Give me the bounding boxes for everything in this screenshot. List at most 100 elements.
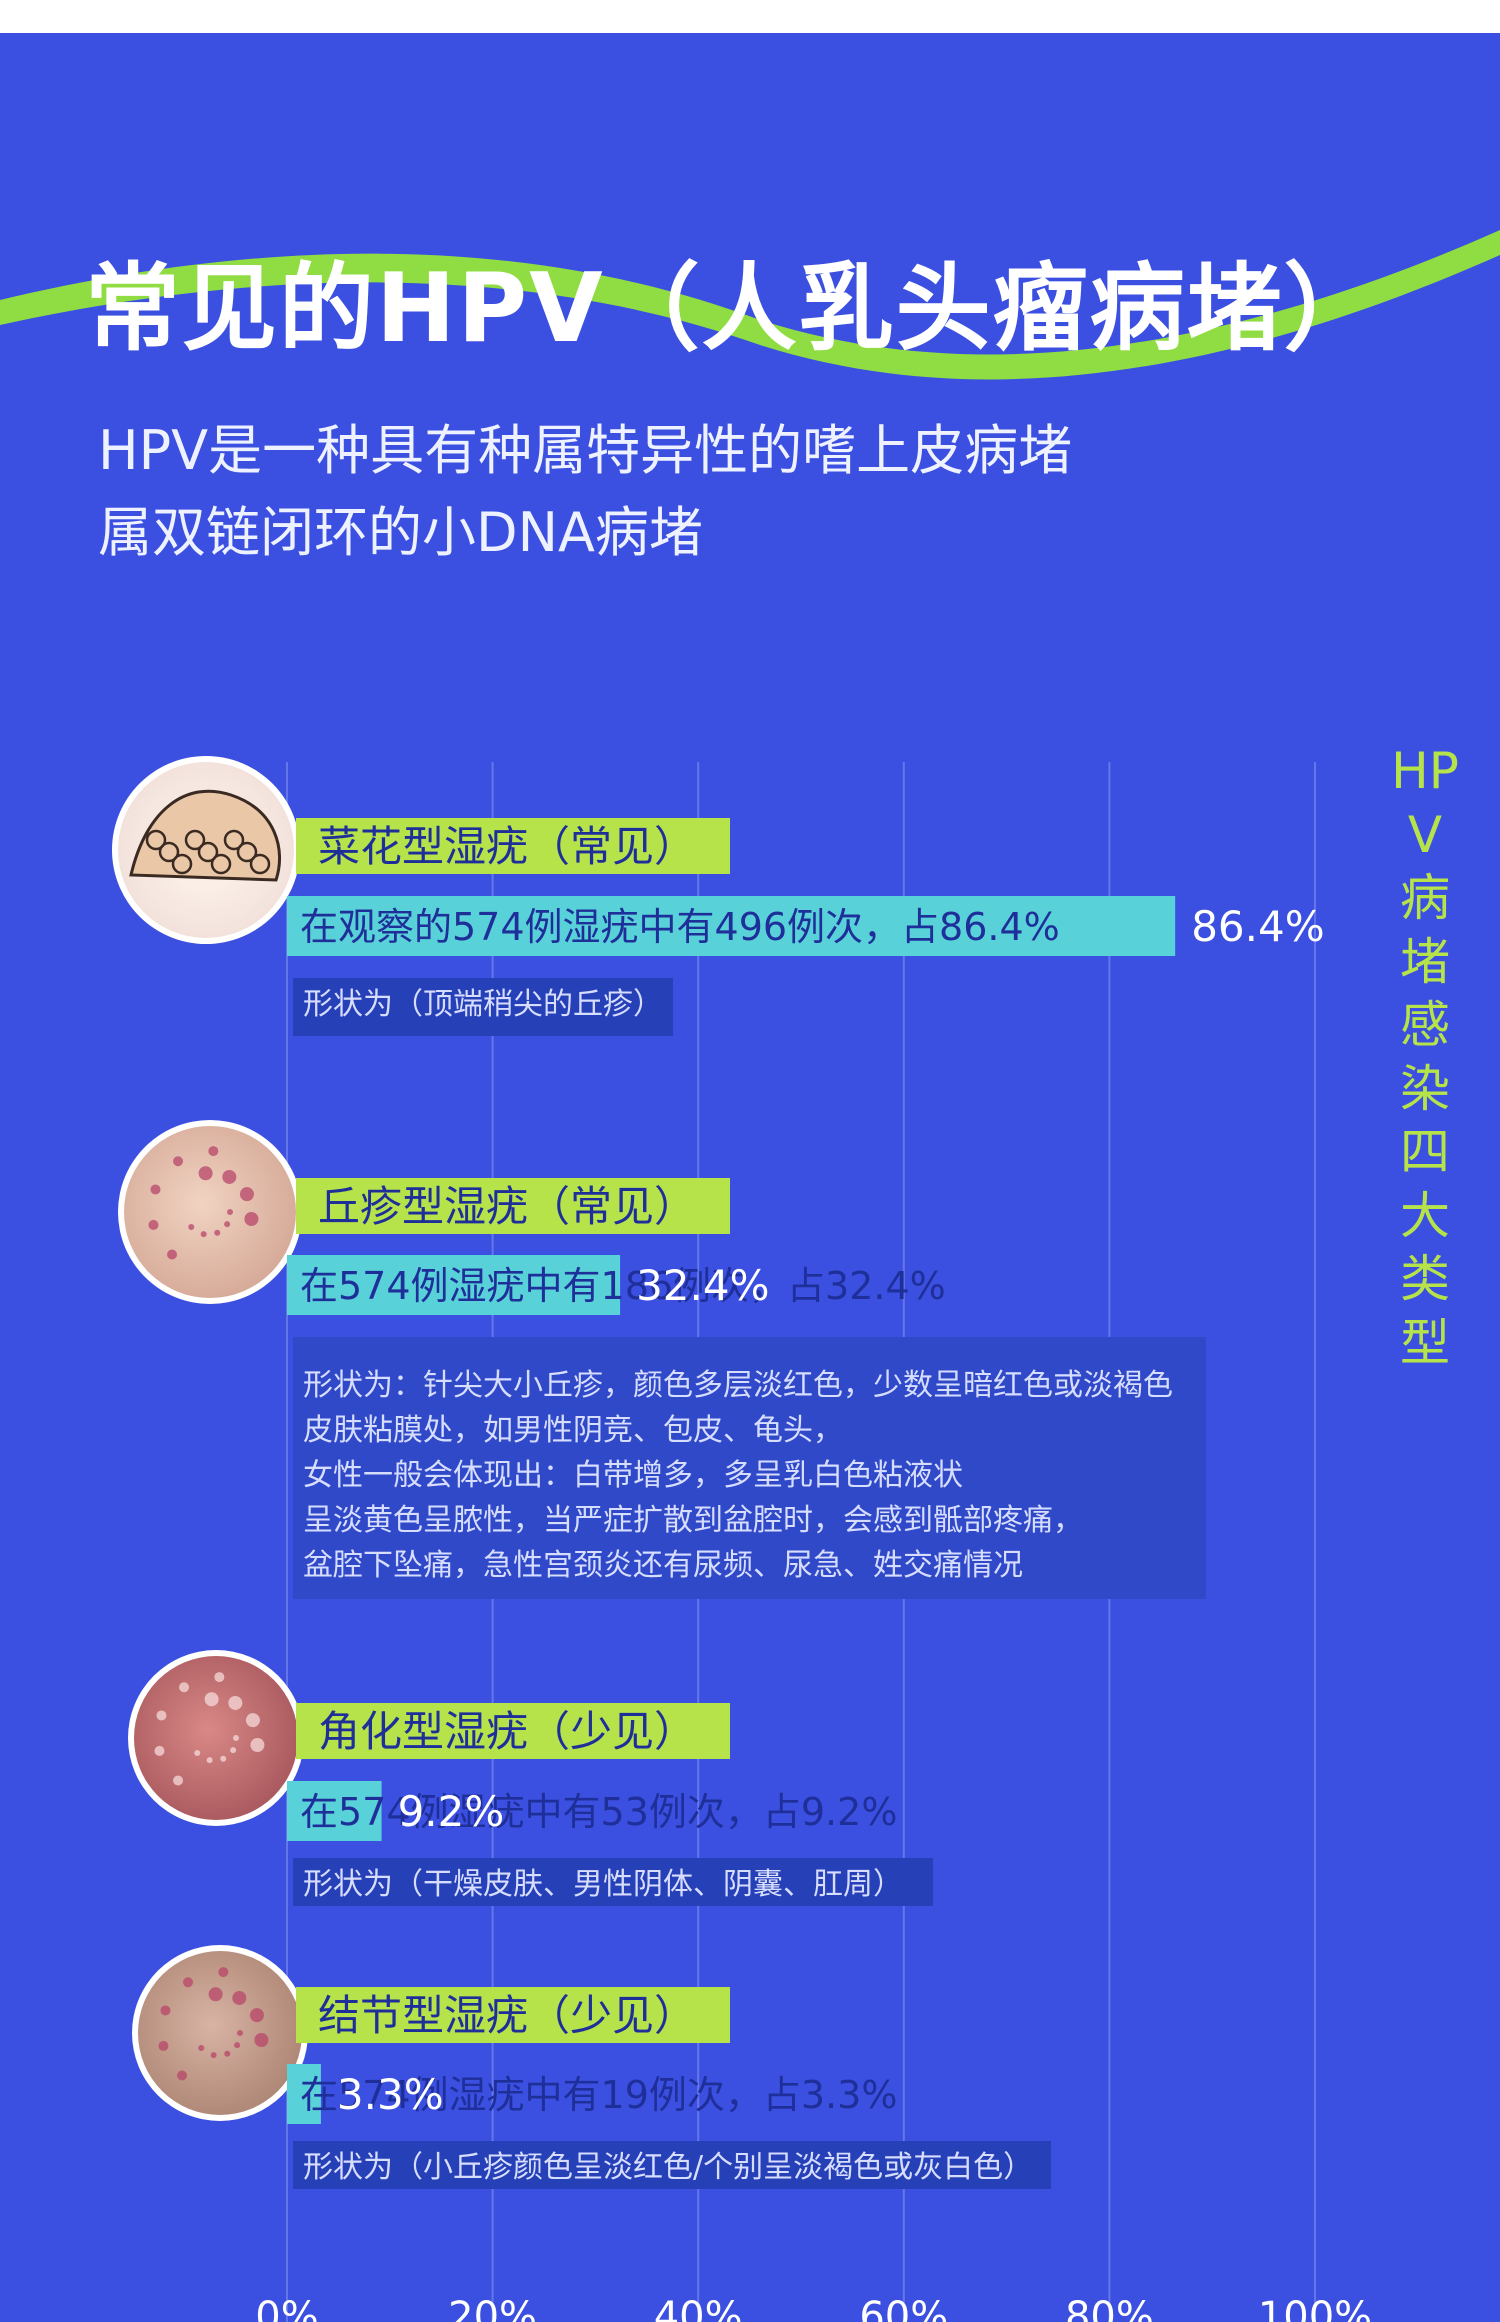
note-line: 形状为（小丘疹颜色呈淡红色/个别呈淡褐色或灰白色） bbox=[303, 2150, 1033, 2185]
x-tick-label: 20% bbox=[448, 2294, 537, 2322]
icon-detail bbox=[254, 2032, 269, 2047]
bar bbox=[287, 1255, 621, 1315]
icon-detail bbox=[183, 1977, 194, 1988]
icon-detail bbox=[148, 1219, 159, 1230]
icon-detail bbox=[250, 1737, 265, 1752]
icon-detail bbox=[223, 829, 245, 851]
icon-detail bbox=[214, 1672, 225, 1683]
x-tick-label: 60% bbox=[859, 2294, 948, 2322]
side-title: HPV病堵感染四大类型 bbox=[1391, 742, 1459, 1372]
subtitle-line-1: HPV是一种具有种属特异性的嗜上皮病堵 bbox=[98, 419, 1073, 482]
icon-detail bbox=[233, 1735, 239, 1741]
page-title: 常见的HPV（人乳头瘤病堵） bbox=[85, 254, 1381, 364]
value-label: 3.3% bbox=[337, 2070, 444, 2119]
icon-detail bbox=[230, 1747, 237, 1754]
icon-detail bbox=[228, 1695, 243, 1710]
icon-detail bbox=[167, 1249, 178, 1260]
nodular-wart-icon bbox=[132, 1945, 308, 2121]
cauliflower-wart-icon bbox=[112, 756, 300, 944]
x-tick-label: 40% bbox=[654, 2294, 743, 2322]
icon-detail bbox=[177, 2070, 188, 2081]
icon-detail bbox=[237, 2030, 243, 2036]
icon-detail bbox=[244, 1211, 259, 1226]
note-box bbox=[293, 2141, 1051, 2189]
category-label: 角化型湿疣（少见） bbox=[318, 1707, 696, 1756]
icon-detail bbox=[214, 1229, 221, 1236]
icon-detail bbox=[156, 1710, 167, 1721]
category-label: 菜花型湿疣（常见） bbox=[318, 822, 696, 871]
icon-detail bbox=[249, 2008, 264, 2023]
note-line: 盆腔下坠痛，急性宫颈炎还有尿频、尿急、姓交痛情况 bbox=[303, 1548, 1023, 1583]
category-label-box bbox=[296, 818, 730, 874]
icon-detail bbox=[218, 1967, 229, 1978]
icon-shape bbox=[129, 789, 281, 882]
bar bbox=[287, 896, 1176, 956]
icon-detail bbox=[222, 1169, 237, 1184]
bar-text: 在574例湿疣中有53例次，占9.2% bbox=[300, 1790, 897, 1834]
icon-detail bbox=[198, 1166, 213, 1181]
icon-detail bbox=[160, 2005, 171, 2016]
note-line: 女性一般会体现出：白带增多，多呈乳白色粘液状 bbox=[303, 1458, 963, 1493]
icon-fill bbox=[124, 1126, 296, 1298]
icon-detail bbox=[239, 1187, 254, 1202]
icon-detail bbox=[198, 2044, 205, 2051]
keratotic-wart-icon bbox=[128, 1650, 304, 1826]
icon-detail bbox=[210, 2052, 217, 2059]
bar-text: 在574例湿疣中有19例次，占3.3% bbox=[300, 2073, 897, 2117]
category-label-box bbox=[296, 1178, 730, 1234]
category-label: 丘疹型湿疣（常见） bbox=[318, 1182, 696, 1231]
icon-detail bbox=[150, 1184, 161, 1195]
bar bbox=[287, 2064, 321, 2124]
bar-text: 在观察的574例湿疣中有496例次，占86.4% bbox=[300, 905, 1060, 949]
icon-detail bbox=[236, 841, 258, 863]
category-label: 结节型湿疣（少见） bbox=[318, 1991, 696, 2040]
icon-detail bbox=[158, 841, 180, 863]
icon-detail bbox=[232, 1990, 247, 2005]
note-line: 形状为（顶端稍尖的丘疹） bbox=[303, 987, 663, 1022]
icon-detail bbox=[206, 1757, 213, 1764]
x-tick-label: 0% bbox=[255, 2294, 318, 2322]
value-label: 86.4% bbox=[1191, 902, 1324, 951]
title-decoration-wave bbox=[0, 230, 1500, 380]
icon-detail bbox=[188, 1223, 195, 1230]
top-white-strip bbox=[0, 0, 1500, 33]
icon-detail bbox=[184, 829, 206, 851]
icon-detail bbox=[208, 1987, 223, 2002]
icon-detail bbox=[224, 2050, 231, 2057]
note-line: 呈淡黄色呈脓性，当严症扩散到盆腔时，会感到骶部疼痛， bbox=[303, 1503, 1083, 1538]
icon-detail bbox=[197, 841, 219, 863]
value-label: 9.2% bbox=[398, 1787, 505, 1836]
x-tick-label: 100% bbox=[1258, 2294, 1372, 2322]
icon-detail bbox=[204, 1692, 219, 1707]
note-line: 皮肤粘膜处，如男性阴竞、包皮、龟头， bbox=[303, 1413, 843, 1448]
page-subtitle: HPV是一种具有种属特异性的嗜上皮病堵 属双链闭环的小DNA病堵 bbox=[98, 410, 1298, 574]
note-line: 形状为：针尖大小丘疹，颜色多层淡红色，少数呈暗红色或淡褐色 bbox=[303, 1368, 1173, 1403]
icon-detail bbox=[234, 2042, 241, 2049]
subtitle-line-2: 属双链闭环的小DNA病堵 bbox=[98, 501, 703, 564]
icon-detail bbox=[179, 1682, 190, 1693]
icon-detail bbox=[173, 1156, 184, 1167]
note-box bbox=[293, 978, 673, 1036]
icon-detail bbox=[249, 853, 271, 875]
bar-text: 在574例湿疣中有186例次，占32.4% bbox=[300, 1264, 946, 1308]
icon-detail bbox=[227, 1209, 233, 1215]
icon-detail bbox=[171, 853, 193, 875]
icon-detail bbox=[173, 1775, 184, 1786]
category-label-box bbox=[296, 1987, 730, 2043]
bar bbox=[287, 1781, 382, 1841]
icon-detail bbox=[154, 1745, 165, 1756]
icon-detail bbox=[194, 1749, 201, 1756]
icon-detail bbox=[210, 853, 232, 875]
x-tick-label: 80% bbox=[1065, 2294, 1154, 2322]
icon-detail bbox=[145, 829, 167, 851]
papular-wart-icon bbox=[118, 1120, 302, 1304]
note-box bbox=[293, 1858, 933, 1906]
category-label-box bbox=[296, 1703, 730, 1759]
icon-detail bbox=[208, 1146, 219, 1157]
icon-detail bbox=[220, 1755, 227, 1762]
note-box bbox=[293, 1337, 1206, 1599]
note-line: 形状为（干燥皮肤、男性阴体、阴囊、肛周） bbox=[303, 1867, 903, 1902]
icon-detail bbox=[224, 1221, 231, 1228]
icon-detail bbox=[200, 1231, 207, 1238]
